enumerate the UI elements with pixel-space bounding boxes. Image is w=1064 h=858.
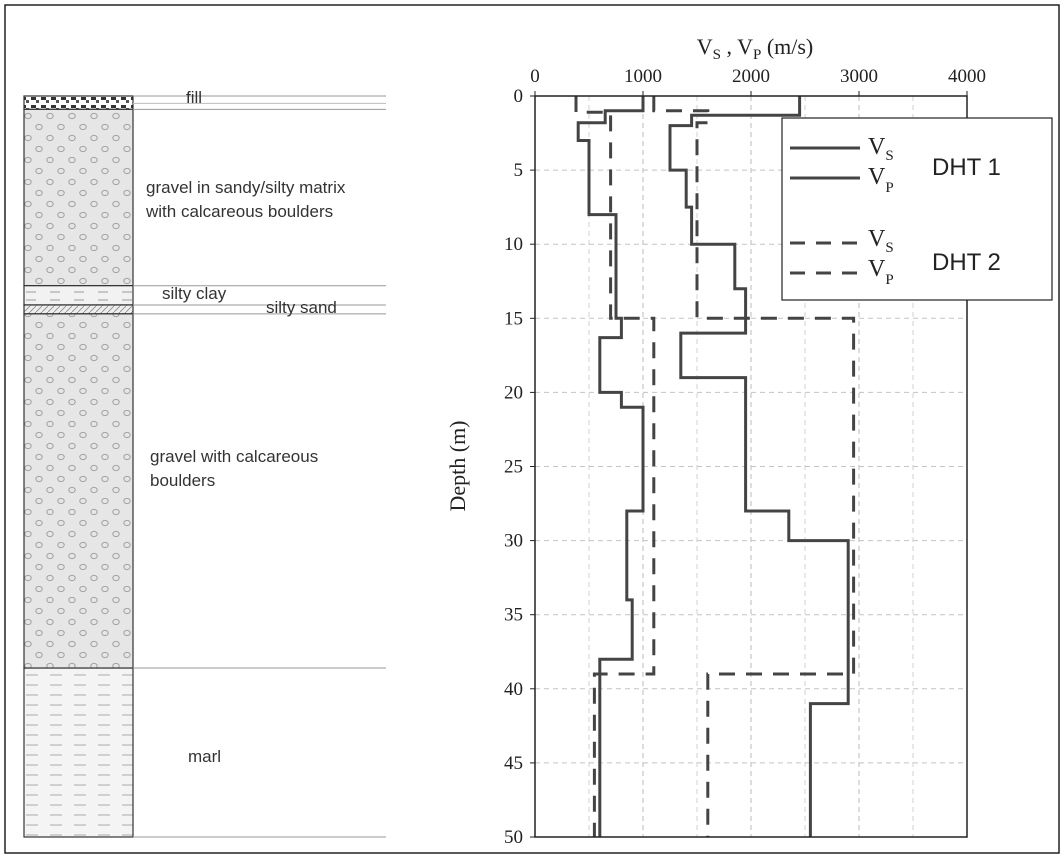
y-tick-label: 30 [504, 531, 523, 552]
stratigraphic-column [23, 95, 386, 838]
label-marl: marl [188, 747, 221, 766]
y-tick-labels: 0 5 10 15 20 25 30 35 40 45 50 [504, 86, 535, 848]
legend-dht1-vs-label: VS [868, 134, 894, 164]
stratum-silty-sand [23, 304, 134, 315]
legend-dht2-vp-label: VP [868, 256, 894, 288]
y-tick-label: 5 [514, 160, 524, 181]
x-tick-label: 0 [530, 66, 540, 87]
label-fill: fill [186, 88, 202, 107]
velocity-chart: 0 1000 2000 3000 4000 0 5 10 15 20 25 30 35 40 45 50 V… [445, 34, 1053, 848]
legend-dht2-label: DHT 2 [932, 249, 1001, 276]
x-axis-title: VS , VP (m/s) [697, 34, 814, 63]
y-tick-label: 45 [504, 753, 523, 774]
chart-series [574, 96, 856, 837]
stratum-marl [23, 667, 134, 838]
label-silty-sand: silty sand [266, 298, 337, 317]
x-tick-labels: 0 1000 2000 3000 4000 [530, 66, 986, 96]
legend-dht1-label: DHT 1 [932, 154, 1001, 181]
label-gravel-calc-line2: boulders [150, 471, 215, 490]
series-dht2-vp [652, 96, 856, 837]
y-tick-label: 10 [504, 234, 523, 255]
strata-labels: fill gravel in sandy/silty matrix with c… [145, 88, 346, 766]
label-gravel-sandy-line1: gravel in sandy/silty matrix [146, 178, 346, 197]
y-tick-label: 15 [504, 308, 523, 329]
stratum-gravel-calcareous [23, 313, 134, 669]
label-silty-clay: silty clay [162, 284, 227, 303]
x-tick-label: 3000 [840, 66, 878, 87]
y-axis-title: Depth (m) [445, 420, 470, 511]
legend-dht1-vp-label: VP [868, 164, 894, 196]
x-tick-label: 2000 [732, 66, 770, 87]
stratum-fill [23, 95, 134, 110]
x-tick-label: 4000 [948, 66, 986, 87]
x-tick-label: 1000 [624, 66, 662, 87]
series-dht1-vp [668, 96, 850, 837]
y-tick-label: 40 [504, 679, 523, 700]
chart-legend: VS VP DHT 1 VS VP DHT 2 [781, 117, 1053, 301]
y-tick-label: 0 [514, 86, 524, 107]
series-dht2-vs [574, 96, 656, 837]
label-gravel-sandy-line2: with calcareous boulders [145, 202, 333, 221]
y-tick-label: 35 [504, 605, 523, 626]
y-tick-label: 25 [504, 457, 523, 478]
series-dht1-vs [576, 96, 645, 837]
stratum-silty-clay [23, 285, 134, 306]
stratum-gravel-sandy-silty [23, 108, 134, 287]
label-gravel-calc-line1: gravel with calcareous [150, 447, 318, 466]
y-tick-label: 20 [504, 382, 523, 403]
y-tick-label: 50 [504, 827, 523, 848]
legend-dht2-vs-label: VS [868, 226, 894, 256]
